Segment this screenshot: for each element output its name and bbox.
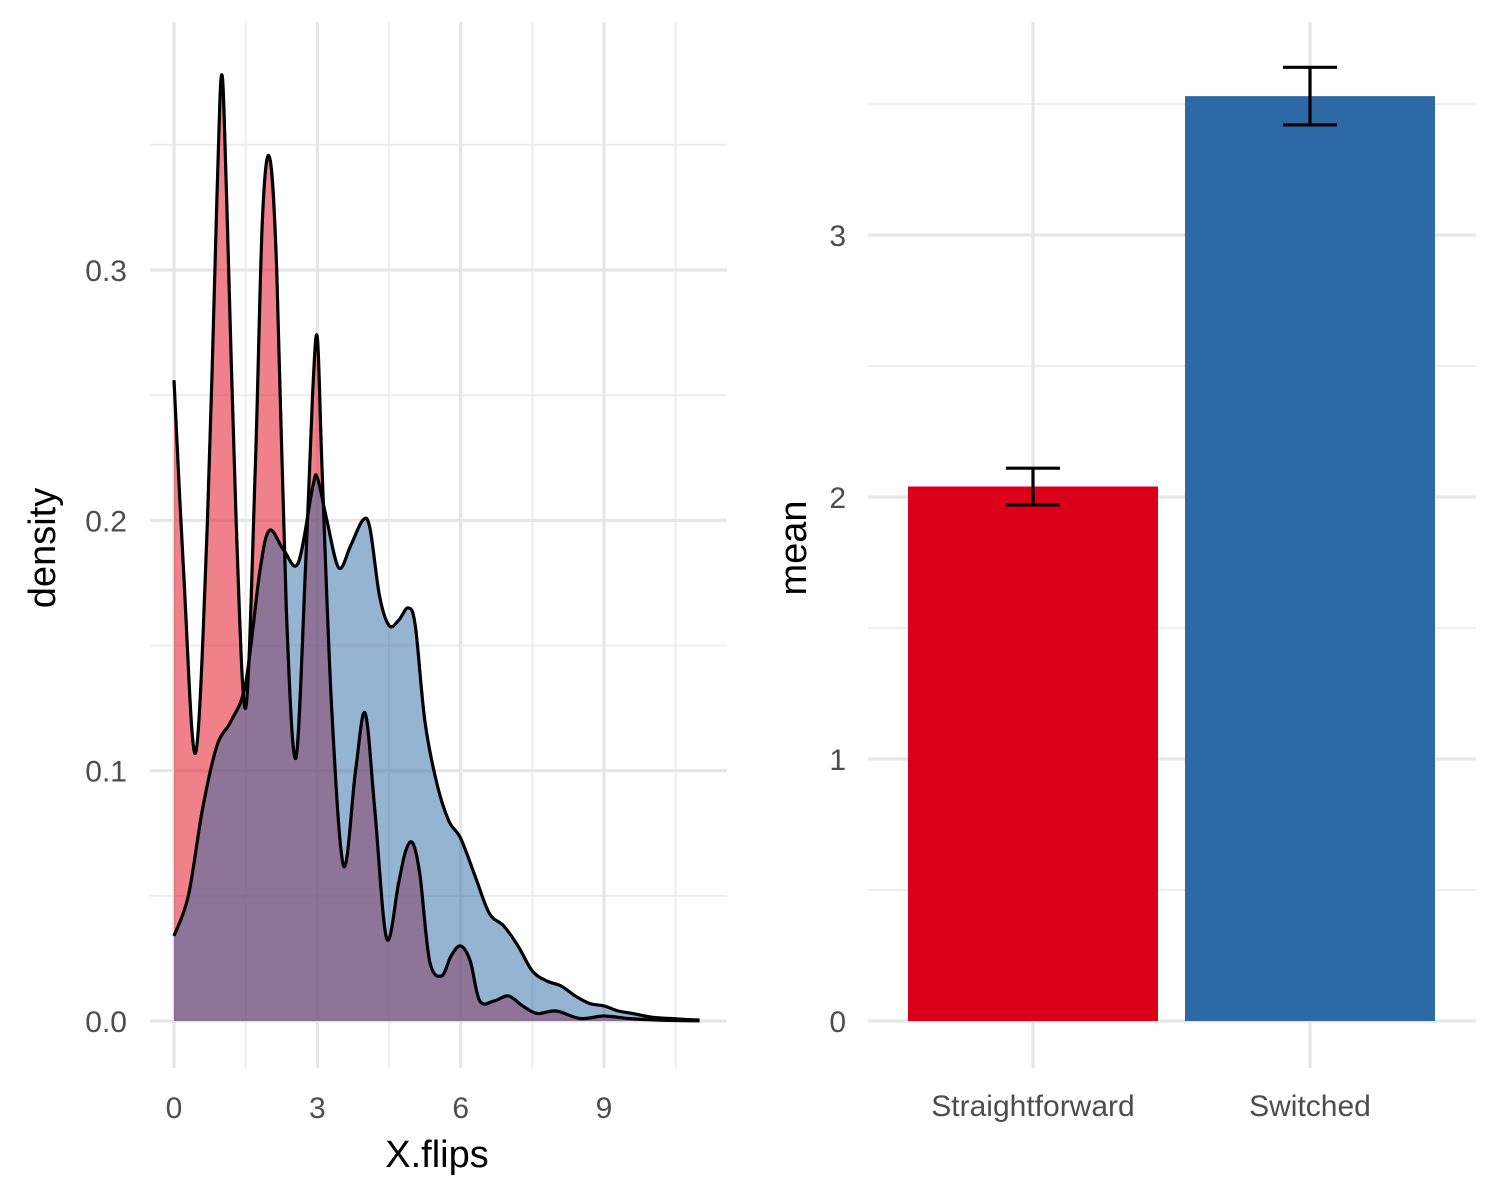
density-x-tick-label: 9	[596, 1092, 613, 1125]
bar-panel: Straightforward Switched 0 1 2 3 mean	[773, 22, 1476, 1123]
bar-1	[1185, 96, 1435, 1021]
density-y-tick-label: 0.3	[85, 255, 127, 288]
bar-y-tick-label: 0	[829, 1006, 846, 1039]
bar-y-tick-label: 1	[829, 744, 846, 777]
density-x-tick-label: 6	[452, 1092, 469, 1125]
bar-y-axis-title: mean	[773, 500, 815, 595]
density-panel: 0 3 6 9 0.0 0.1 0.2 0.3 X.flips density	[22, 22, 727, 1176]
bar-x-tick-labels: Straightforward Switched	[931, 1090, 1371, 1123]
bar-y-tick-label: 3	[829, 220, 846, 253]
bar-bars	[908, 96, 1435, 1021]
density-line-1	[172, 473, 700, 1022]
bar-x-tick-label: Straightforward	[931, 1090, 1134, 1123]
density-lines	[172, 73, 700, 1023]
density-y-tick-label: 0.0	[85, 1006, 127, 1039]
density-area-1	[174, 474, 700, 1021]
density-x-axis-title: X.flips	[385, 1134, 488, 1176]
density-line-0	[172, 73, 700, 1023]
bar-y-tick-labels: 0 1 2 3	[829, 220, 846, 1039]
density-y-tick-label: 0.1	[85, 756, 127, 789]
bar-error-bars	[1006, 65, 1337, 507]
density-y-axis-title: density	[22, 488, 64, 608]
density-x-tick-label: 0	[166, 1092, 183, 1125]
density-areas	[174, 74, 700, 1021]
density-y-tick-label: 0.2	[85, 505, 127, 538]
bar-y-tick-label: 2	[829, 482, 846, 515]
bar-x-tick-label: Switched	[1249, 1090, 1371, 1123]
bar-0	[908, 486, 1158, 1021]
density-x-tick-labels: 0 3 6 9	[166, 1092, 613, 1125]
density-x-tick-label: 3	[309, 1092, 326, 1125]
density-y-tick-labels: 0.0 0.1 0.2 0.3	[85, 255, 127, 1039]
